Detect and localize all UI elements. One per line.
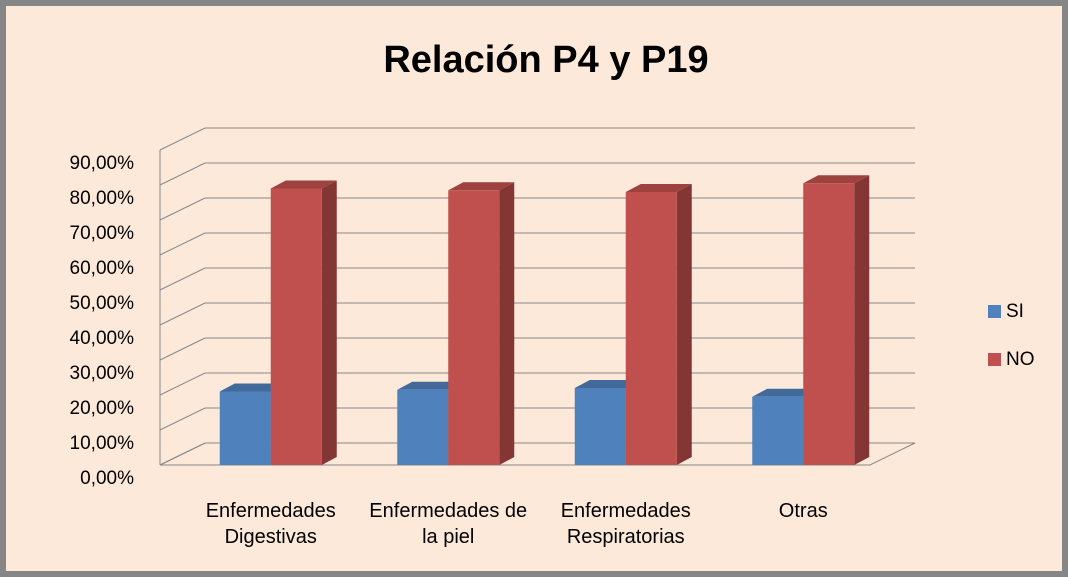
y-tick-label: 70,00% <box>70 223 135 244</box>
bar <box>803 175 870 465</box>
grid-line-side <box>159 232 206 256</box>
grid-line-side <box>159 127 206 151</box>
bar-top <box>574 380 641 388</box>
bar-top <box>803 175 870 184</box>
y-tick-label: 10,00% <box>70 433 135 454</box>
bar-front <box>270 188 322 465</box>
grid-line-side <box>159 162 206 186</box>
bar-front <box>448 190 500 465</box>
grid-line-side <box>159 372 206 396</box>
bar-front <box>219 391 271 465</box>
legend-swatch <box>988 305 1001 318</box>
bar-front <box>625 192 677 465</box>
y-tick-label: 0,00% <box>80 468 134 489</box>
chart-title: Relación P4 y P19 <box>383 39 708 81</box>
bar <box>448 182 515 465</box>
x-tick-label: Enfermedades Digestivas <box>205 500 336 548</box>
bar <box>625 184 692 465</box>
legend-label: SI <box>1006 301 1024 322</box>
bar-side <box>854 175 870 465</box>
bar-top <box>752 388 819 397</box>
y-tick-label: 50,00% <box>70 293 135 314</box>
legend-swatch <box>988 353 1001 366</box>
bar-front <box>397 389 449 465</box>
grid-line-side <box>159 407 206 431</box>
bar-top <box>625 184 692 192</box>
y-tick-label: 80,00% <box>70 188 135 209</box>
bar-top <box>219 383 286 392</box>
y-tick-label: 90,00% <box>70 153 135 174</box>
bar <box>270 180 337 465</box>
bar-side <box>321 180 337 465</box>
bar-side <box>499 182 515 465</box>
bar-top <box>397 381 464 390</box>
grid-line-side <box>159 197 206 221</box>
x-tick-label: Enfermedades de la piel <box>369 500 528 548</box>
bar-front <box>752 396 804 465</box>
bar-top <box>448 182 515 191</box>
grid-line-side <box>159 442 206 466</box>
bar-front <box>574 388 626 465</box>
bar-top <box>270 180 337 189</box>
grid-line-side <box>159 337 206 361</box>
chart: Relación P4 y P19 0,00% 10,00% 20,00% 30,00… <box>70 39 1035 489</box>
y-tick-label: 20,00% <box>70 398 135 419</box>
bar-side <box>676 184 692 465</box>
grid-line-side <box>159 302 206 326</box>
x-tick-label: Enfermedades Respiratorias <box>560 500 691 548</box>
legend-label: NO <box>1006 349 1035 370</box>
x-tick-label: Otras <box>778 500 828 522</box>
grid-line-side <box>159 267 206 291</box>
y-tick-label: 30,00% <box>70 363 135 384</box>
y-tick-label: 60,00% <box>70 258 135 279</box>
y-tick-label: 40,00% <box>70 328 135 349</box>
bar-front <box>803 183 855 465</box>
